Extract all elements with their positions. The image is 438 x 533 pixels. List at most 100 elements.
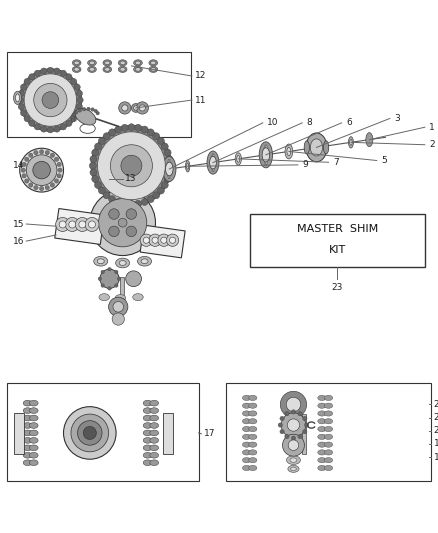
Ellipse shape	[243, 434, 251, 440]
Circle shape	[121, 155, 142, 176]
Circle shape	[19, 69, 82, 131]
Text: 19: 19	[434, 439, 438, 448]
Circle shape	[29, 74, 35, 80]
Ellipse shape	[235, 153, 241, 165]
Circle shape	[56, 217, 70, 231]
Circle shape	[134, 200, 141, 207]
Ellipse shape	[243, 411, 251, 416]
Ellipse shape	[237, 156, 240, 162]
Ellipse shape	[288, 465, 299, 472]
Text: 3: 3	[394, 114, 400, 123]
Ellipse shape	[23, 438, 32, 443]
Circle shape	[108, 287, 111, 290]
Circle shape	[74, 110, 80, 116]
Ellipse shape	[318, 465, 326, 471]
Circle shape	[34, 124, 40, 130]
Circle shape	[45, 150, 49, 155]
Bar	[163, 413, 173, 454]
Ellipse shape	[23, 423, 32, 429]
Ellipse shape	[106, 172, 111, 175]
Ellipse shape	[150, 438, 159, 443]
Circle shape	[147, 129, 154, 136]
Ellipse shape	[318, 434, 326, 440]
Bar	[7, 383, 199, 481]
Circle shape	[141, 198, 148, 206]
Text: 1: 1	[429, 123, 435, 132]
Ellipse shape	[29, 453, 38, 458]
Ellipse shape	[135, 68, 141, 71]
Circle shape	[115, 270, 118, 274]
Ellipse shape	[115, 295, 126, 302]
Circle shape	[100, 269, 119, 288]
Circle shape	[157, 187, 164, 194]
Ellipse shape	[287, 147, 291, 156]
Circle shape	[281, 413, 306, 437]
Ellipse shape	[248, 395, 257, 400]
Circle shape	[166, 156, 173, 163]
Bar	[14, 413, 24, 454]
Circle shape	[42, 92, 59, 108]
Circle shape	[87, 107, 90, 111]
Circle shape	[161, 237, 167, 243]
Ellipse shape	[29, 415, 38, 421]
Circle shape	[18, 103, 25, 110]
Ellipse shape	[286, 456, 300, 464]
Ellipse shape	[29, 438, 38, 443]
Circle shape	[75, 217, 89, 231]
Circle shape	[303, 430, 307, 434]
Ellipse shape	[318, 457, 326, 463]
Circle shape	[103, 133, 110, 140]
Ellipse shape	[23, 453, 32, 458]
Circle shape	[90, 156, 97, 163]
Ellipse shape	[324, 434, 333, 440]
Ellipse shape	[135, 61, 141, 64]
Text: 23: 23	[332, 283, 343, 292]
Ellipse shape	[248, 434, 257, 440]
Circle shape	[164, 149, 171, 156]
Bar	[302, 414, 306, 454]
Circle shape	[54, 68, 60, 74]
Ellipse shape	[265, 145, 267, 165]
Ellipse shape	[143, 430, 152, 436]
Circle shape	[158, 234, 170, 246]
Ellipse shape	[149, 66, 158, 72]
Ellipse shape	[243, 395, 251, 400]
Circle shape	[78, 109, 81, 112]
Circle shape	[134, 124, 141, 131]
Circle shape	[54, 179, 59, 183]
Circle shape	[143, 237, 149, 243]
Circle shape	[109, 209, 119, 219]
Ellipse shape	[29, 408, 38, 414]
Circle shape	[109, 226, 119, 237]
Circle shape	[47, 67, 53, 74]
Circle shape	[24, 116, 30, 122]
Ellipse shape	[324, 403, 333, 408]
Circle shape	[122, 105, 128, 111]
Ellipse shape	[143, 453, 152, 458]
Ellipse shape	[324, 411, 333, 416]
Circle shape	[60, 70, 67, 76]
Ellipse shape	[350, 140, 352, 145]
Ellipse shape	[138, 256, 152, 266]
Ellipse shape	[318, 395, 326, 400]
Circle shape	[139, 105, 145, 111]
Ellipse shape	[29, 445, 38, 451]
Circle shape	[71, 116, 77, 122]
Ellipse shape	[212, 154, 215, 172]
Bar	[55, 208, 104, 245]
Circle shape	[71, 78, 77, 85]
Ellipse shape	[116, 258, 130, 268]
Circle shape	[117, 277, 121, 280]
Circle shape	[166, 169, 173, 176]
Circle shape	[57, 174, 61, 178]
Text: 6: 6	[346, 118, 352, 127]
Text: 8: 8	[307, 118, 312, 127]
Circle shape	[115, 284, 118, 287]
Circle shape	[90, 190, 155, 255]
Ellipse shape	[75, 108, 96, 125]
Ellipse shape	[118, 66, 127, 72]
Ellipse shape	[366, 133, 373, 147]
Circle shape	[112, 313, 124, 325]
Ellipse shape	[89, 68, 95, 71]
Ellipse shape	[143, 438, 152, 443]
